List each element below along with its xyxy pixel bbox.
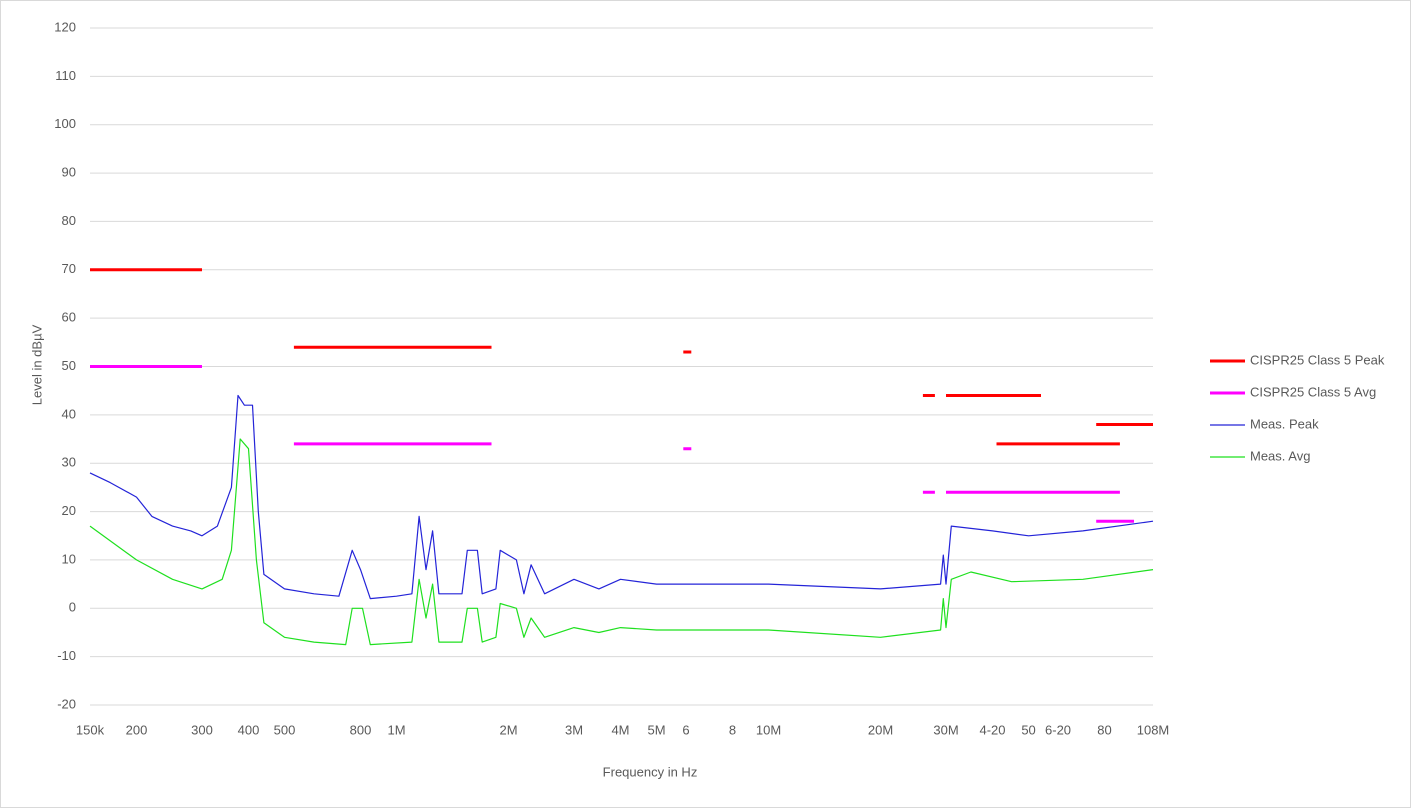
y-tick-label: 30 [62, 455, 76, 470]
legend-label: CISPR25 Class 5 Peak [1250, 352, 1385, 367]
legend-label: Meas. Peak [1250, 416, 1319, 431]
y-tick-label: 110 [55, 68, 76, 83]
x-tick-label: 108M [1137, 722, 1170, 737]
y-axis-title: Level in dBµV [29, 324, 44, 405]
x-tick-label: 300 [191, 722, 213, 737]
y-tick-label: -10 [57, 648, 76, 663]
x-tick-label: 500 [274, 722, 296, 737]
series-line [89, 438, 1154, 646]
x-tick-label: 400 [238, 722, 260, 737]
series-line [89, 394, 1154, 600]
x-tick-label: 4M [611, 722, 629, 737]
y-tick-label: 120 [54, 19, 76, 34]
y-tick-label: 20 [62, 503, 76, 518]
x-tick-label: 5M [648, 722, 666, 737]
x-tick-label: 10M [756, 722, 781, 737]
x-tick-label: 30M [933, 722, 958, 737]
y-tick-label: 40 [62, 406, 76, 421]
y-tick-label: 60 [62, 310, 76, 325]
y-tick-label: -20 [57, 696, 76, 711]
y-tick-label: 0 [69, 600, 76, 615]
legend-label: Meas. Avg [1250, 448, 1310, 463]
x-tick-label: 200 [126, 722, 148, 737]
x-tick-label: 50 [1021, 722, 1035, 737]
x-tick-label: 2M [499, 722, 517, 737]
x-tick-label: 8 [729, 722, 736, 737]
series-line [90, 365, 1134, 523]
x-tick-label: 150k [76, 722, 105, 737]
y-tick-label: 50 [62, 358, 76, 373]
x-tick-label: 80 [1097, 722, 1111, 737]
x-tick-label: 800 [350, 722, 372, 737]
y-tick-label: 70 [62, 261, 76, 276]
x-tick-label: 3M [565, 722, 583, 737]
y-tick-label: 80 [62, 213, 76, 228]
x-tick-label: 4-20 [980, 722, 1006, 737]
x-tick-label: 20M [868, 722, 893, 737]
x-tick-label: 1M [387, 722, 405, 737]
x-tick-label: 6-20 [1045, 722, 1071, 737]
y-tick-label: 10 [62, 551, 76, 566]
y-tick-label: 100 [54, 116, 76, 131]
series-line [90, 268, 1153, 446]
x-axis-title: Frequency in Hz [603, 764, 698, 779]
x-tick-label: 6 [682, 722, 689, 737]
y-tick-label: 90 [62, 165, 76, 180]
legend-label: CISPR25 Class 5 Avg [1250, 384, 1376, 399]
